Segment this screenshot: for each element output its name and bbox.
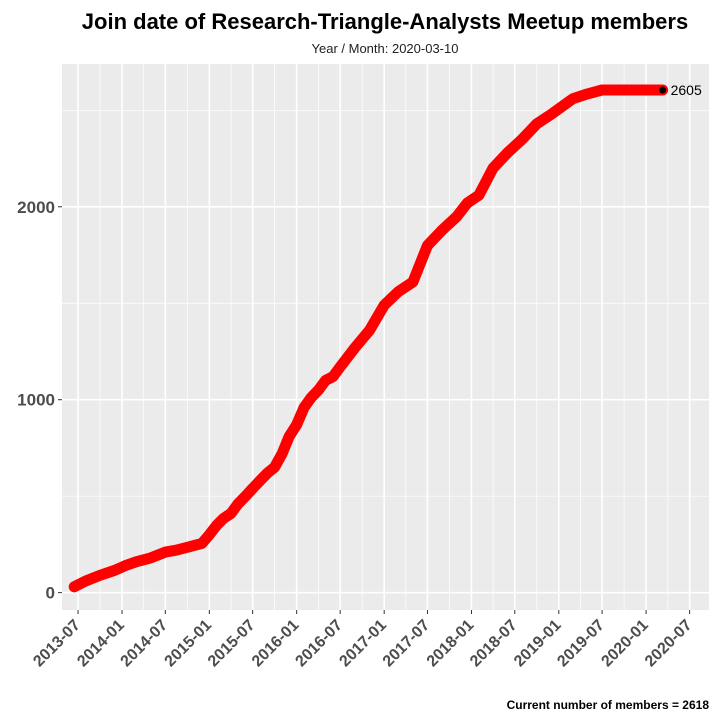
series-layer: 2605	[68, 82, 702, 593]
x-tick-label: 2015-01	[162, 617, 216, 671]
x-tick-label: 2017-01	[336, 617, 390, 671]
x-tick-label: 2020-07	[642, 617, 696, 671]
x-tick-label: 2014-07	[118, 617, 172, 671]
series-line	[68, 84, 669, 593]
end-point-marker	[659, 86, 667, 94]
x-tick-label: 2020-01	[598, 617, 652, 671]
chart-caption: Current number of members = 2618	[507, 698, 710, 712]
end-point-label: 2605	[671, 82, 702, 98]
y-tick-label: 1000	[17, 391, 55, 410]
x-tick-label: 2014-01	[74, 617, 128, 671]
x-tick-label: 2015-07	[205, 617, 259, 671]
major-gridlines	[62, 64, 709, 610]
y-tick-label: 0	[46, 584, 55, 603]
x-tick-label: 2018-01	[424, 617, 478, 671]
chart-title: Join date of Research-Triangle-Analysts …	[82, 9, 688, 34]
x-tick-label: 2019-01	[511, 617, 565, 671]
minor-gridlines	[62, 64, 709, 610]
x-tick-label: 2013-07	[30, 617, 84, 671]
x-tick-label: 2019-07	[554, 617, 608, 671]
x-tick-label: 2016-01	[249, 617, 303, 671]
x-tick-label: 2018-07	[467, 617, 521, 671]
x-tick-label: 2016-07	[292, 617, 346, 671]
x-tick-label: 2017-07	[380, 617, 434, 671]
y-tick-label: 2000	[17, 198, 55, 217]
plot-panel	[62, 64, 709, 610]
chart-subtitle: Year / Month: 2020-03-10	[312, 41, 459, 56]
